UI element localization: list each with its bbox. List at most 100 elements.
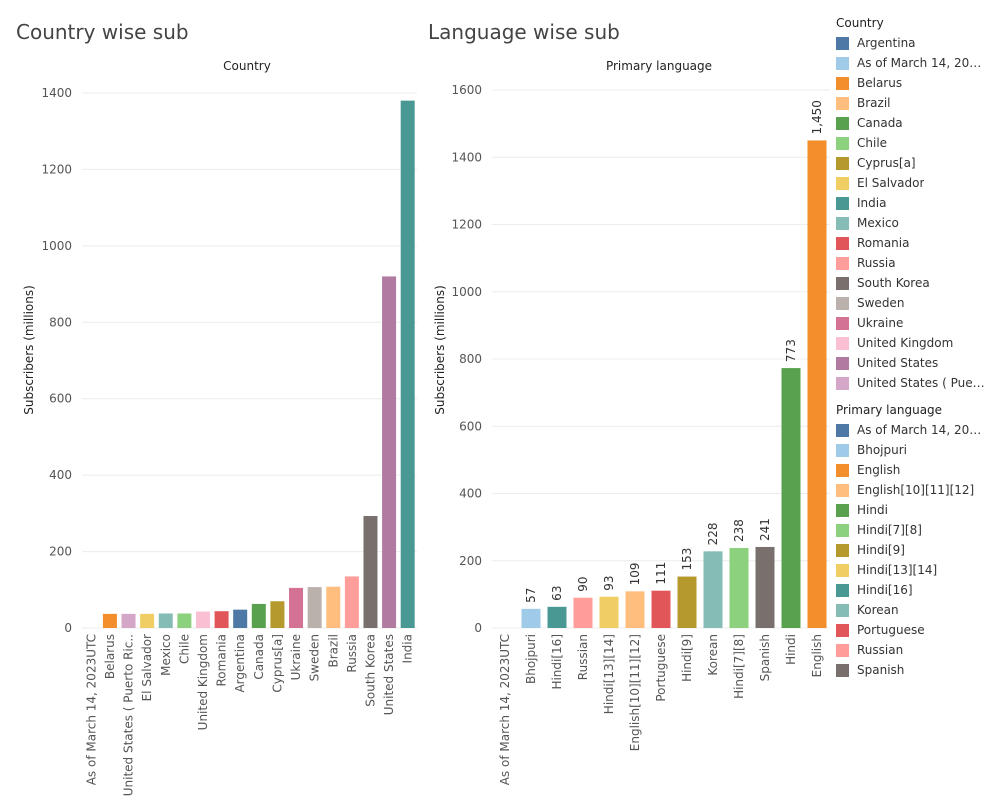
legend-item[interactable]: Russia: [836, 253, 987, 273]
bar: [326, 586, 341, 628]
legend-item[interactable]: Hindi[16]: [836, 580, 987, 600]
legend-item[interactable]: Sweden: [836, 293, 987, 313]
x-tick-label: Canada: [252, 634, 266, 680]
x-tick-label: Russian: [576, 634, 590, 680]
legend-swatch: [836, 643, 849, 657]
legend-swatch: [836, 236, 849, 250]
legend-item[interactable]: Hindi[7][8]: [836, 520, 987, 540]
bar: [547, 606, 567, 628]
x-tick-label: Ukraine: [289, 634, 303, 680]
legend-item[interactable]: United Kingdom: [836, 333, 987, 353]
legend-swatch: [836, 423, 849, 437]
legend-item[interactable]: Hindi[9]: [836, 540, 987, 560]
legend-item[interactable]: Ukraine: [836, 313, 987, 333]
legend-title: Primary language: [836, 403, 943, 417]
bar: [289, 587, 304, 628]
y-tick-label: 1600: [451, 83, 482, 97]
legend-label: As of March 14, 2023..: [857, 423, 987, 437]
legend-label: United States: [857, 356, 939, 370]
legend-swatch: [836, 196, 849, 210]
legend-label: Hindi: [857, 503, 888, 517]
bar: [521, 608, 541, 628]
legend-label: Hindi[13][14]: [857, 563, 938, 577]
bar: [102, 613, 117, 628]
x-tick-label: United States ( Puerto Ric..: [122, 634, 136, 796]
y-tick-label: 800: [49, 315, 72, 329]
legend-swatch: [836, 463, 849, 477]
legend-swatch: [836, 523, 849, 537]
data-label: 57: [524, 588, 538, 603]
y-tick-label: 400: [459, 487, 482, 501]
bar: [214, 611, 229, 628]
y-tick-label: 0: [64, 621, 72, 635]
legend-swatch: [836, 603, 849, 617]
legend-item[interactable]: Mexico: [836, 213, 987, 233]
legend-swatch: [836, 483, 849, 497]
legend-item[interactable]: Cyprus[a]: [836, 153, 987, 173]
legend-title: Country: [836, 16, 884, 30]
legend-item[interactable]: United States: [836, 353, 987, 373]
data-label: 1,450: [810, 100, 824, 134]
legend-item[interactable]: India: [836, 193, 987, 213]
legend-item[interactable]: English: [836, 460, 987, 480]
legend-item[interactable]: Argentina: [836, 33, 987, 53]
legend-label: United States ( Puert..: [857, 376, 987, 390]
legend-item[interactable]: As of March 14, 2023..: [836, 53, 987, 73]
x-tick-label: Hindi[7][8]: [732, 634, 746, 699]
legend-swatch: [836, 216, 849, 230]
legend-swatch: [836, 336, 849, 350]
legend-item[interactable]: South Korea: [836, 273, 987, 293]
legend-label: As of March 14, 2023..: [857, 56, 987, 70]
legend-label: Brazil: [857, 96, 891, 110]
bar: [755, 546, 775, 628]
legend-label: South Korea: [857, 276, 930, 290]
legend-item[interactable]: Hindi: [836, 500, 987, 520]
legend-swatch: [836, 296, 849, 310]
bar: [270, 601, 285, 628]
legend-item[interactable]: Bhojpuri: [836, 440, 987, 460]
legend-swatch: [836, 36, 849, 50]
legend-item[interactable]: Hindi[13][14]: [836, 560, 987, 580]
legend-item[interactable]: Russian: [836, 640, 987, 660]
facet-header: Primary language: [606, 59, 712, 73]
bar: [251, 603, 266, 628]
legend-label: Portuguese: [857, 623, 925, 637]
legend-item[interactable]: Chile: [836, 133, 987, 153]
legend-swatch: [836, 256, 849, 270]
y-tick-label: 1400: [451, 150, 482, 164]
legend-swatch: [836, 276, 849, 290]
bar: [121, 613, 136, 628]
legend-label: Russia: [857, 256, 896, 270]
legend-item[interactable]: El Salvador: [836, 173, 987, 193]
legend-label: Hindi[7][8]: [857, 523, 922, 537]
legend-item[interactable]: Romania: [836, 233, 987, 253]
y-axis-label: Subscribers (millions): [433, 285, 447, 415]
legend-item[interactable]: Belarus: [836, 73, 987, 93]
legend-label: Argentina: [857, 36, 916, 50]
x-tick-label: As of March 14, 2023UTC: [498, 634, 512, 785]
y-tick-label: 1400: [41, 86, 72, 100]
y-tick-label: 600: [49, 392, 72, 406]
x-tick-label: Spanish: [758, 634, 772, 681]
x-tick-label: Hindi: [784, 634, 798, 665]
legend-label: El Salvador: [857, 176, 925, 190]
legend-item[interactable]: United States ( Puert..: [836, 373, 987, 393]
legend-item[interactable]: Brazil: [836, 93, 987, 113]
x-tick-label: Korean: [706, 634, 720, 676]
legend-label: Bhojpuri: [857, 443, 908, 457]
x-tick-label: South Korea: [363, 634, 377, 707]
x-tick-label: Sweden: [308, 634, 322, 681]
legend-label: Belarus: [857, 76, 903, 90]
legend-item[interactable]: Spanish: [836, 660, 987, 680]
y-tick-label: 400: [49, 468, 72, 482]
legend-item[interactable]: English[10][11][12]: [836, 480, 987, 500]
y-tick-label: 1000: [451, 285, 482, 299]
language-legend: Primary language As of March 14, 2023.. Bh…: [836, 403, 987, 680]
legend-item[interactable]: Korean: [836, 600, 987, 620]
language-chart-title: Language wise sub: [428, 20, 620, 44]
legend-item[interactable]: As of March 14, 2023..: [836, 420, 987, 440]
x-tick-label: Cyprus[a]: [270, 634, 284, 693]
legend-item[interactable]: Portuguese: [836, 620, 987, 640]
y-axis-label: Subscribers (millions): [22, 285, 36, 415]
legend-item[interactable]: Canada: [836, 113, 987, 133]
